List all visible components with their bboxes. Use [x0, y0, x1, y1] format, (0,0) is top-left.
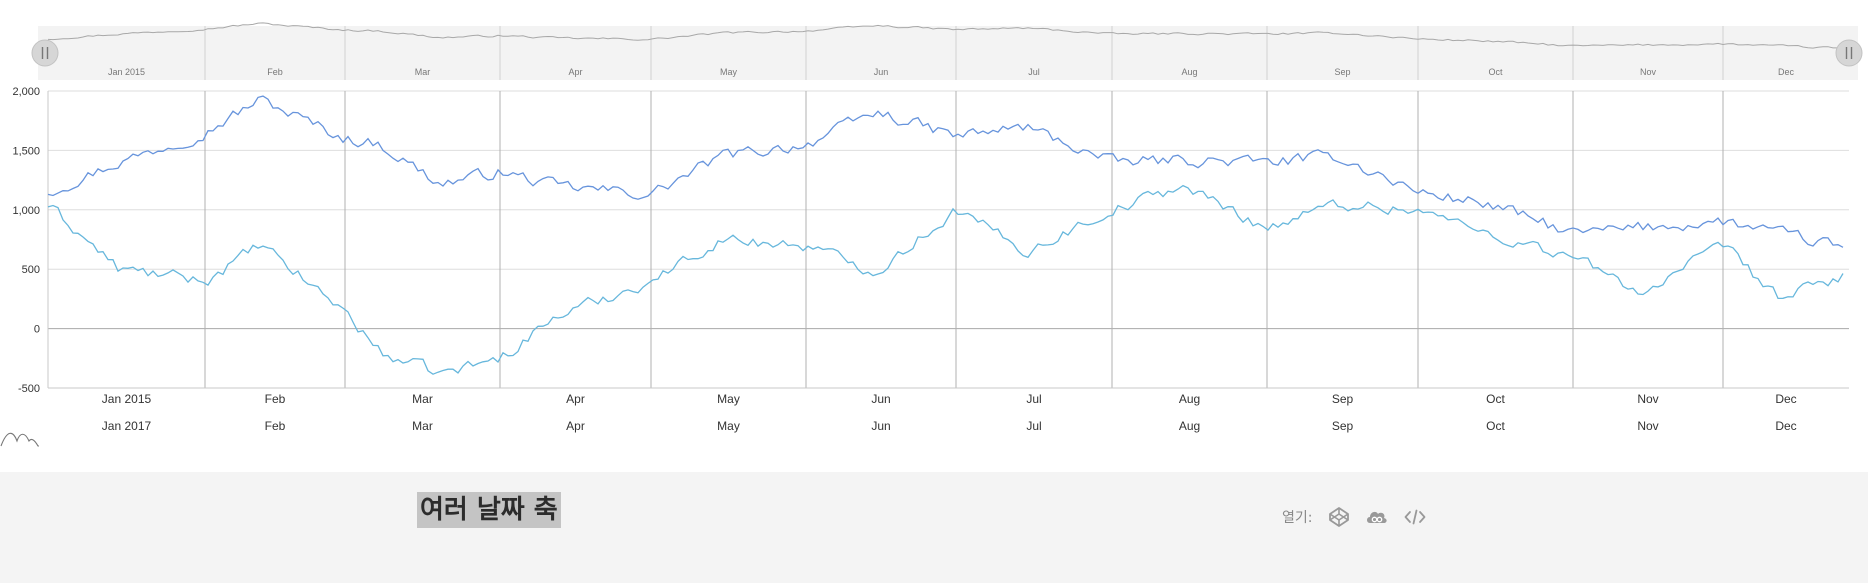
y-tick-label: 0 — [34, 324, 40, 336]
demo-title: 여러 날짜 축 — [417, 492, 561, 528]
codepen-icon[interactable] — [1326, 506, 1352, 528]
scrollbar-label: May — [720, 67, 738, 77]
footer: 여러 날짜 축 열기: — [0, 472, 1868, 583]
x-axis-label-top: Apr — [566, 392, 585, 406]
scrollbar-label: Mar — [415, 67, 431, 77]
x-axis-label-bottom: Jun — [871, 419, 890, 433]
x-axis-label-top: Jun — [871, 392, 890, 406]
series-line-1 — [47, 95, 1844, 248]
y-tick-label: -500 — [18, 383, 40, 395]
scrollbar-label: Aug — [1181, 67, 1197, 77]
x-axis-label-top: Jul — [1026, 392, 1041, 406]
scrollbar-label: Feb — [267, 67, 283, 77]
x-axis-label-top: Sep — [1332, 392, 1354, 406]
x-axis-label-top: Jan 2015 — [102, 392, 152, 406]
scrollbar-label: Jul — [1028, 67, 1040, 77]
x-axis-label-top: Mar — [412, 392, 433, 406]
scrollbar-label: Jun — [874, 67, 889, 77]
x-axis-label-bottom: Sep — [1332, 419, 1354, 433]
x-axis-label-bottom: Jan 2017 — [102, 419, 152, 433]
scrollbar-end-grip[interactable] — [1835, 39, 1863, 67]
y-tick-label: 1,500 — [12, 145, 40, 157]
x-axis-label-top: Dec — [1775, 392, 1796, 406]
chart-svg: 2,000 1,500 1,000 500 0 -500 Jan 2015 Jan 2017 J… — [0, 22, 1863, 447]
x-axis-label-bottom: Mar — [412, 419, 433, 433]
x-axis-label-bottom: Feb — [265, 419, 286, 433]
scrollbar-label: Nov — [1640, 67, 1657, 77]
chart-area: 2,000 1,500 1,000 500 0 -500 Jan 2015 Jan 2017 J… — [0, 22, 1863, 447]
scrollbar-label: Oct — [1488, 67, 1503, 77]
x-axis-label-bottom: Dec — [1775, 419, 1796, 433]
scrollbar-label: Sep — [1334, 67, 1350, 77]
jsfiddle-icon[interactable] — [1364, 506, 1390, 528]
series-line-2 — [47, 184, 1844, 375]
x-axis-label-bottom: Apr — [566, 419, 585, 433]
scrollbar-label: Jan 2015 — [108, 67, 145, 77]
x-axis-label-top: Feb — [265, 392, 286, 406]
open-in-group: 열기: — [1282, 506, 1440, 528]
x-axis-label-top: May — [717, 392, 740, 406]
x-axis-label-top: Nov — [1637, 392, 1658, 406]
x-axis-label-bottom: May — [717, 419, 740, 433]
x-axis-label-bottom: Oct — [1486, 419, 1505, 433]
y-tick-label: 500 — [22, 264, 40, 276]
scrollbar-preview-line — [47, 22, 1844, 49]
logo-icon — [0, 432, 39, 447]
x-axis-label-bottom: Aug — [1179, 419, 1200, 433]
scrollbar-background — [38, 26, 1858, 80]
x-axis-label-top: Aug — [1179, 392, 1200, 406]
x-axis-label-bottom: Nov — [1637, 419, 1658, 433]
y-tick-label: 1,000 — [12, 205, 40, 217]
code-icon[interactable] — [1402, 506, 1428, 528]
x-axis-label-top: Oct — [1486, 392, 1505, 406]
x-axis-label-bottom: Jul — [1026, 419, 1041, 433]
y-tick-label: 2,000 — [12, 86, 40, 98]
scrollbar-label: Apr — [568, 67, 582, 77]
scrollbar-start-grip[interactable] — [31, 39, 59, 67]
scrollbar-label: Dec — [1778, 67, 1795, 77]
open-label: 열기: — [1282, 510, 1313, 526]
